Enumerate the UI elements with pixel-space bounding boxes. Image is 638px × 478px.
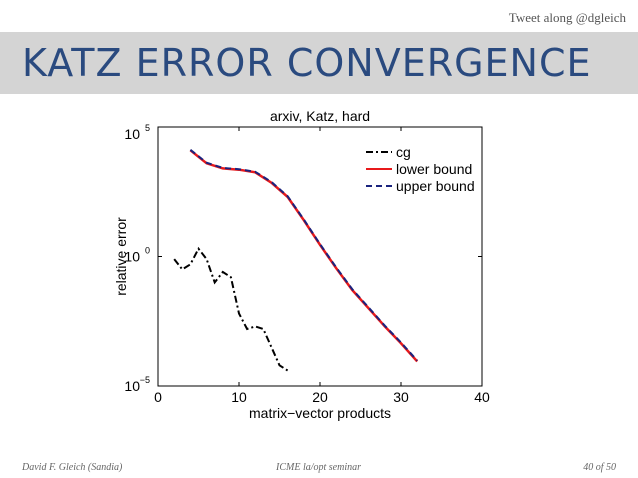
legend-label-cg: cg — [396, 144, 411, 160]
y-axis-label: relative error — [113, 217, 129, 296]
y-tick-exponent: 0 — [145, 246, 150, 256]
series-line-cg — [173, 246, 289, 372]
footer-venue: ICME la/opt seminar — [276, 462, 361, 473]
x-tick-label: 30 — [393, 389, 409, 405]
series-line-lower-bound — [189, 149, 419, 363]
chart-title: arxiv, Katz, hard — [270, 108, 370, 124]
slide-title: KATZ ERROR CONVERGENCE — [22, 41, 592, 85]
x-tick-label: 0 — [154, 389, 162, 405]
x-axis-label: matrix−vector products — [249, 405, 391, 421]
y-tick-exponent: 5 — [145, 123, 150, 133]
y-tick-exponent: −5 — [140, 375, 150, 385]
legend-label-upper-bound: upper bound — [396, 178, 475, 194]
x-tick-label: 20 — [312, 389, 328, 405]
legend-label-lower-bound: lower bound — [396, 161, 472, 177]
y-tick-label: 10 — [124, 126, 140, 142]
title-band — [0, 32, 638, 94]
footer-author: David F. Gleich (Sandia) — [22, 462, 123, 473]
series-line-upper-bound — [189, 149, 418, 362]
footer-page: 40 of 50 — [583, 462, 616, 473]
y-tick-label: 10 — [124, 378, 140, 394]
y-tick-label: 10 — [124, 249, 140, 265]
tweet-handle: Tweet along @dgleich — [508, 10, 626, 25]
x-tick-label: 40 — [474, 389, 490, 405]
x-tick-label: 10 — [231, 389, 247, 405]
